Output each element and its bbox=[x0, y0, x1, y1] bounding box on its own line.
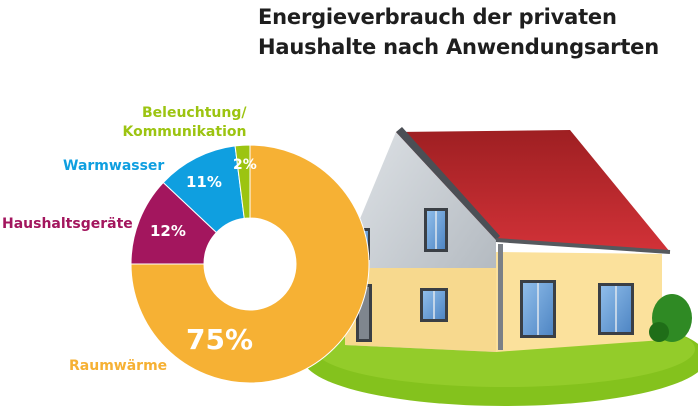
house-roof-edge bbox=[396, 127, 500, 240]
value-label-haushaltsgeraete: 12% bbox=[150, 222, 186, 240]
chart-title-line-1: Energieverbrauch der privaten bbox=[258, 5, 617, 29]
label-beleuchtung-line-1: Beleuchtung/ bbox=[142, 105, 247, 121]
house-illustration bbox=[303, 127, 698, 406]
value-label-raumwaerme: 75% bbox=[186, 323, 254, 356]
house-roof bbox=[396, 130, 670, 252]
chart-title-line-2: Haushalte nach Anwendungsarten bbox=[258, 35, 659, 59]
donut-chart bbox=[130, 144, 370, 384]
downpipe bbox=[498, 244, 503, 350]
slice-raumwaerme bbox=[130, 144, 370, 384]
bush bbox=[649, 294, 692, 342]
window-attic bbox=[424, 208, 448, 252]
gutter bbox=[495, 238, 671, 254]
label-warmwasser: Warmwasser bbox=[63, 158, 165, 174]
label-raumwaerme: Raumwärme bbox=[69, 358, 168, 374]
window-ground-front bbox=[420, 288, 448, 322]
slice-beleuchtung bbox=[234, 144, 251, 219]
label-haushaltsgeraete: Haushaltsgeräte bbox=[2, 216, 133, 232]
window-side-2 bbox=[598, 283, 634, 335]
label-beleuchtung: Beleuchtung/ Kommunikation bbox=[120, 104, 246, 142]
value-label-warmwasser: 11% bbox=[186, 173, 222, 191]
value-label-beleuchtung: 2% bbox=[233, 157, 257, 173]
window-side-1 bbox=[520, 280, 556, 338]
label-beleuchtung-line-2: Kommunikation bbox=[122, 124, 247, 140]
chart-title: Energieverbrauch der privaten Haushalte … bbox=[258, 2, 688, 62]
